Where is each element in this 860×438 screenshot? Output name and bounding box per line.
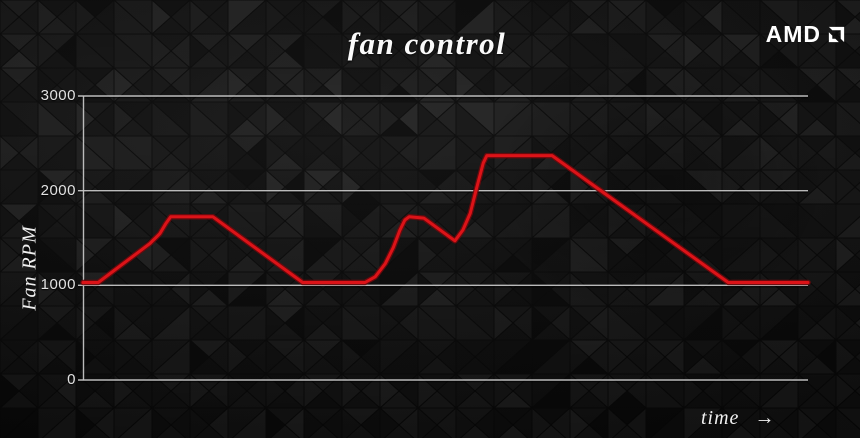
amd-logo: AMD — [766, 21, 847, 48]
x-axis-label: time → — [701, 407, 775, 430]
amd-arrow-icon — [828, 26, 845, 43]
y-axis-label: Fan RPM — [18, 225, 41, 311]
y-tick-label: 2000 — [40, 181, 76, 199]
x-axis-label-text: time — [701, 407, 740, 429]
y-tick-label: 0 — [67, 371, 76, 388]
y-tick-label: 1000 — [40, 276, 76, 294]
amd-wordmark: AMD — [765, 21, 821, 47]
y-tick-label: 3000 — [40, 87, 76, 104]
page-title: fan control — [347, 26, 507, 61]
right-arrow-icon: → — [754, 407, 776, 429]
